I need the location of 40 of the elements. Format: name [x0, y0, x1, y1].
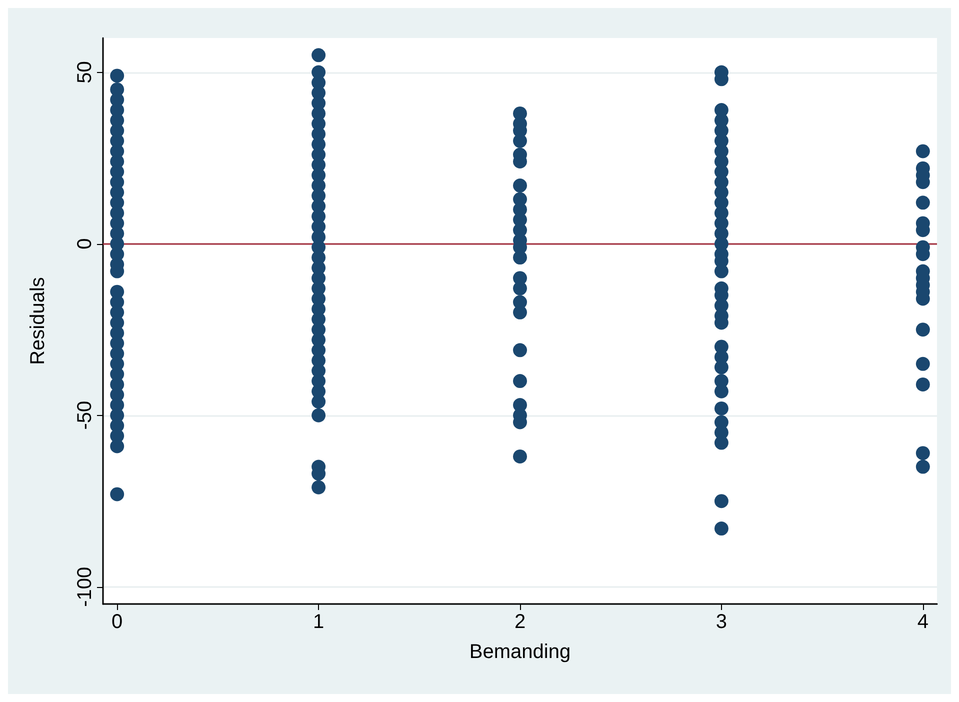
x-tick-label: 2 — [514, 611, 526, 633]
point — [714, 436, 728, 450]
y-tick-label: 0 — [74, 238, 96, 250]
point — [513, 343, 527, 358]
point — [916, 144, 930, 158]
point — [916, 196, 930, 210]
point — [916, 460, 930, 474]
x-tick-label: 3 — [716, 611, 728, 633]
point — [312, 480, 326, 494]
point — [110, 487, 124, 502]
y-tick-label: -100 — [74, 566, 96, 607]
point — [513, 250, 527, 265]
point — [513, 450, 527, 464]
point — [312, 48, 326, 62]
point — [714, 401, 728, 416]
x-axis-title: Bemanding — [469, 641, 571, 663]
point — [312, 408, 326, 422]
point — [513, 374, 527, 388]
point — [714, 360, 728, 374]
x-tick-label: 0 — [112, 611, 123, 633]
point — [714, 494, 728, 508]
point — [916, 446, 930, 460]
x-tick-label: 1 — [312, 611, 324, 633]
point — [513, 178, 527, 192]
point — [714, 384, 728, 398]
point — [714, 522, 728, 536]
point — [916, 377, 930, 392]
y-axis-title: Residuals — [27, 277, 49, 365]
point — [513, 134, 527, 148]
point — [513, 305, 527, 320]
point — [916, 322, 930, 337]
point — [513, 281, 527, 296]
point — [110, 439, 124, 454]
point — [916, 356, 930, 371]
point — [312, 394, 326, 409]
y-tick-label: -50 — [74, 400, 96, 430]
x-tick-label: 4 — [917, 611, 928, 633]
y-tick-label: 50 — [74, 61, 96, 84]
point — [714, 264, 728, 278]
point — [110, 68, 124, 83]
